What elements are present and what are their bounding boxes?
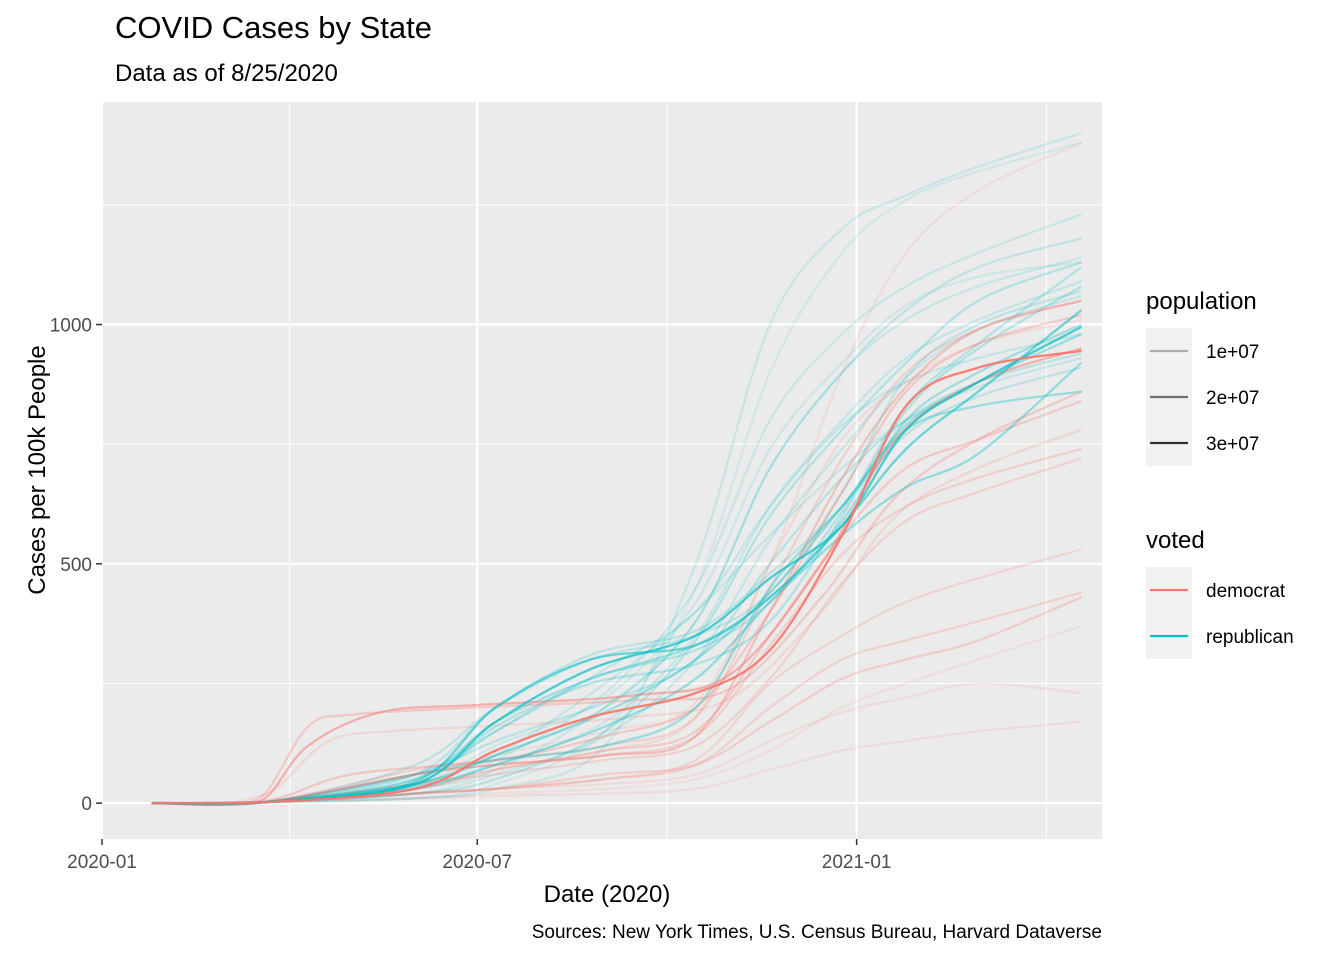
legend-voted-keys (1146, 567, 1192, 659)
x-tick-label: 2020-07 (442, 852, 512, 873)
series-line-republican (151, 237, 1082, 805)
series-line-democrat (151, 457, 1082, 805)
x-tick-label: 2021-01 (822, 852, 892, 873)
series-line-democrat (151, 313, 1082, 805)
legend-voted-title: voted (1146, 527, 1205, 554)
legend-population-label: 3e+07 (1206, 434, 1259, 455)
series-line-democrat (151, 720, 1082, 805)
axes: 2020-01 2020-07 2021-01 0 500 1000 (50, 316, 892, 873)
series-line-republican (151, 266, 1083, 806)
series-line-republican (151, 390, 1082, 806)
series-line-republican (151, 141, 1082, 805)
x-axis-title: Date (2020) (544, 881, 671, 908)
series-line-republican (151, 333, 1082, 805)
series-line-republican (151, 325, 1082, 805)
legend-voted: voted democrat republican (1146, 527, 1294, 659)
series-line-republican (151, 132, 1082, 805)
series-line-republican (151, 261, 1082, 805)
series-lines (151, 132, 1083, 807)
major-gridlines (100, 102, 1102, 839)
y-axis-title: Cases per 100k People (24, 345, 51, 595)
series-line-democrat (233, 390, 1082, 805)
series-line-democrat (151, 299, 1082, 806)
series-line-democrat (233, 428, 1082, 805)
series-line-democrat (151, 349, 1082, 805)
series-line-democrat (151, 624, 1082, 805)
plot-panel (102, 102, 1102, 839)
y-tick-label: 500 (60, 555, 92, 576)
legend-population-label: 1e+07 (1206, 342, 1259, 363)
series-line-republican (151, 294, 1082, 805)
series-line-republican (151, 366, 1082, 806)
series-line-republican (151, 332, 1082, 806)
y-tick-label: 0 (81, 794, 92, 815)
chart-subtitle: Data as of 8/25/2020 (115, 60, 338, 87)
series-line-republican (151, 356, 1082, 805)
minor-gridlines (102, 102, 1102, 839)
legend-voted-label: democrat (1206, 581, 1286, 602)
series-line-democrat (151, 447, 1082, 806)
x-tick-label: 2020-01 (67, 852, 137, 873)
legend-population-title: population (1146, 288, 1257, 315)
legend-population-label: 2e+07 (1206, 388, 1259, 409)
series-line-democrat (151, 318, 1082, 805)
legend-population: population 1e+07 2e+07 3e+07 (1146, 288, 1259, 466)
chart-title: COVID Cases by State (115, 10, 433, 45)
y-tick-label: 1000 (50, 316, 92, 337)
series-line-democrat (151, 299, 1082, 806)
legend-voted-label: republican (1206, 627, 1294, 648)
series-line-democrat (151, 141, 1082, 806)
series-line-republican (151, 352, 1082, 806)
chart-caption: Sources: New York Times, U.S. Census Bur… (531, 922, 1102, 943)
